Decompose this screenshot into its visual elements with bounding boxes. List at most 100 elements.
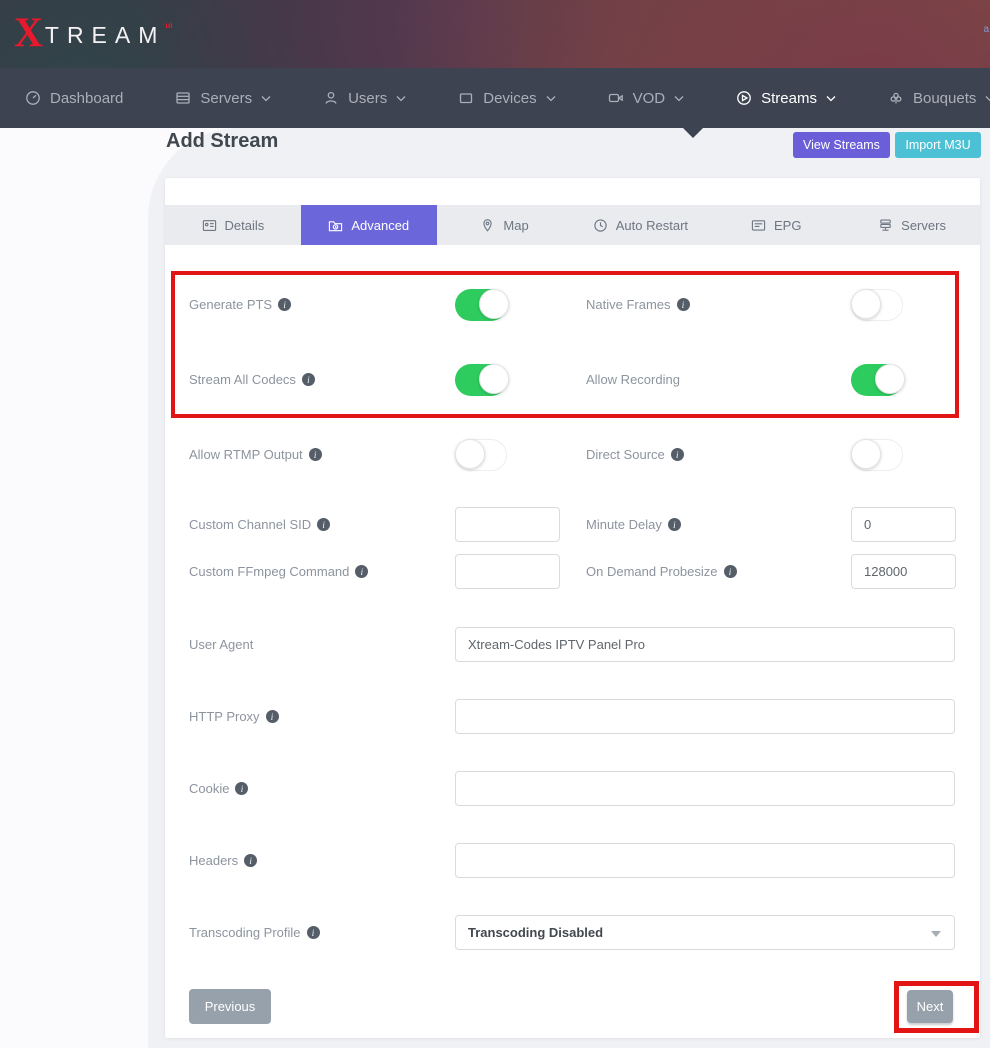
generate-pts-toggle[interactable] <box>455 288 509 321</box>
nav-label: Devices <box>483 89 537 107</box>
info-icon[interactable]: i <box>235 782 249 795</box>
view-streams-button[interactable]: View Streams <box>793 132 890 158</box>
card-top-spacer <box>165 178 980 205</box>
auto-restart-icon <box>594 218 607 232</box>
next-button[interactable]: Next <box>907 990 953 1023</box>
active-nav-caret <box>683 128 703 138</box>
field-label: Stream All Codecs i <box>189 372 455 387</box>
field-label: Generate PTS i <box>189 297 455 312</box>
advanced-icon <box>329 220 343 231</box>
info-icon[interactable]: i <box>265 710 279 723</box>
tab-details[interactable]: Details <box>165 205 301 245</box>
xtream-logo: X TREAM ui <box>14 11 173 53</box>
allow-recording-label: Allow Recording <box>586 372 680 387</box>
bouquets-icon <box>890 92 902 104</box>
chevron-down-icon <box>674 95 684 101</box>
select-dropdown-arrow <box>931 931 941 937</box>
cookie-input[interactable] <box>455 771 955 806</box>
info-icon[interactable]: i <box>317 518 331 531</box>
main-navbar: Dashboard Servers Users Devices VOD Stre… <box>0 68 990 128</box>
info-icon[interactable]: i <box>723 565 737 578</box>
tab-auto-restart[interactable]: Auto Restart <box>572 205 708 245</box>
tab-epg[interactable]: EPG <box>708 205 844 245</box>
direct-source-toggle[interactable] <box>851 438 903 471</box>
custom-ffmpeg-command-input[interactable] <box>455 554 560 589</box>
nav-item-bouquets[interactable]: Bouquets <box>862 68 990 128</box>
toggle-knob <box>851 438 881 469</box>
tab-servers[interactable]: Servers <box>844 205 980 245</box>
toggle-knob <box>479 288 509 319</box>
info-icon[interactable]: i <box>301 373 315 386</box>
info-icon[interactable]: i <box>355 565 369 578</box>
on-demand-probesize-input[interactable] <box>851 554 956 589</box>
field-label: Custom Channel SID i <box>189 517 455 532</box>
import-m3u-button[interactable]: Import M3U <box>895 132 981 158</box>
add-stream-card: Details Advanced Map Auto Restart EPG Se… <box>165 178 980 1038</box>
custom-channel-sid-label: Custom Channel SID <box>189 517 312 532</box>
info-icon[interactable]: i <box>670 448 684 461</box>
allow-rtmp-output-toggle[interactable] <box>455 438 507 471</box>
allow-recording-toggle[interactable] <box>851 363 905 396</box>
previous-button[interactable]: Previous <box>189 989 271 1024</box>
direct-source-label: Direct Source <box>586 447 665 462</box>
tab-bar: Details Advanced Map Auto Restart EPG Se… <box>165 205 980 245</box>
dashboard-icon <box>26 91 40 105</box>
headers-label: Headers <box>189 853 239 868</box>
advanced-tab-panel: Generate PTS i Native Frames i Stream Al… <box>165 245 980 1038</box>
custom-ffmpeg-command-label: Custom FFmpeg Command <box>189 564 350 579</box>
chevron-down-icon <box>261 95 271 101</box>
stream-all-codecs-toggle[interactable] <box>455 363 509 396</box>
field-label: Native Frames i <box>586 297 851 312</box>
form-row: Stream All Codecs i Allow Recording <box>165 342 980 417</box>
nav-item-dashboard[interactable]: Dashboard <box>25 68 149 128</box>
banner-corner-text: a <box>983 24 989 35</box>
headers-input[interactable] <box>455 843 955 878</box>
form-row: Headers i <box>165 843 980 878</box>
user-agent-input[interactable] <box>455 627 955 662</box>
tab-advanced[interactable]: Advanced <box>300 205 437 245</box>
nav-item-servers[interactable]: Servers <box>149 68 297 128</box>
transcoding-profile-select[interactable]: Transcoding Disabled <box>455 915 955 950</box>
info-icon[interactable]: i <box>667 518 681 531</box>
nav-item-vod[interactable]: VOD <box>582 68 711 128</box>
details-icon <box>202 219 216 231</box>
field-label: Transcoding Profile i <box>189 925 455 940</box>
nav-label: Users <box>348 89 388 107</box>
epg-icon <box>751 219 766 231</box>
form-row: Transcoding Profile i Transcoding Disabl… <box>165 915 980 950</box>
user-agent-label: User Agent <box>189 637 254 652</box>
chevron-down-icon <box>826 95 836 101</box>
tab-label: EPG <box>773 217 802 233</box>
field-label: Allow RTMP Output i <box>189 447 455 462</box>
servers-icon <box>176 92 191 104</box>
nav-item-streams[interactable]: Streams <box>710 68 862 128</box>
info-icon[interactable]: i <box>676 298 690 311</box>
tab-label: Map <box>503 217 529 233</box>
nav-label: Dashboard <box>50 89 124 107</box>
on-demand-probesize-label: On Demand Probesize <box>586 564 718 579</box>
info-icon[interactable]: i <box>308 448 322 461</box>
field-label: Minute Delay i <box>586 517 851 532</box>
toggle-knob <box>479 363 509 394</box>
form-row: Custom Channel SID i Minute Delay i <box>165 507 980 542</box>
toggle-knob <box>851 288 881 319</box>
cookie-label: Cookie <box>189 781 230 796</box>
tab-map[interactable]: Map <box>437 205 573 245</box>
nav-item-users[interactable]: Users <box>297 68 432 128</box>
info-icon[interactable]: i <box>306 926 320 939</box>
nav-item-devices[interactable]: Devices <box>432 68 581 128</box>
toggle-knob <box>875 363 905 394</box>
form-row: User Agent <box>165 627 980 662</box>
chevron-down-icon <box>546 95 556 101</box>
info-icon[interactable]: i <box>278 298 292 311</box>
minute-delay-input[interactable] <box>851 507 956 542</box>
nav-label: Streams <box>761 89 817 107</box>
info-icon[interactable]: i <box>244 854 258 867</box>
selected-option-text: Transcoding Disabled <box>468 925 604 940</box>
http-proxy-input[interactable] <box>455 699 955 734</box>
chevron-down-icon <box>396 95 406 101</box>
native-frames-toggle[interactable] <box>851 288 903 321</box>
custom-channel-sid-input[interactable] <box>455 507 560 542</box>
field-label: Direct Source i <box>586 447 851 462</box>
servers-tab-icon <box>880 219 891 231</box>
